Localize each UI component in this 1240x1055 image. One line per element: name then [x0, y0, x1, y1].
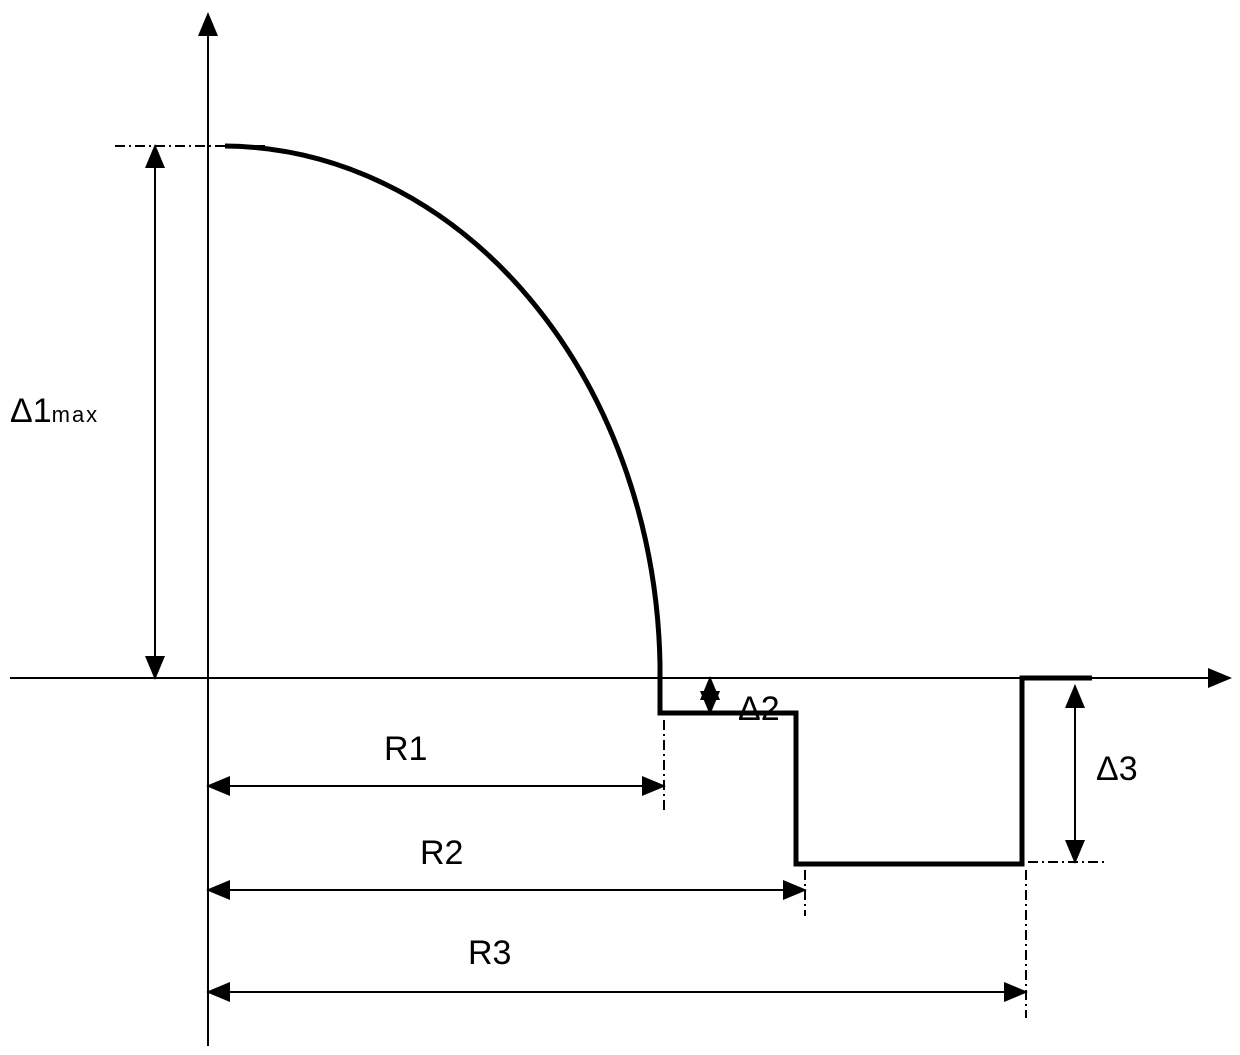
profile-curve — [225, 146, 1092, 864]
delta1max-sub: max — [52, 402, 100, 427]
r3-label: R3 — [468, 934, 511, 973]
delta3-label: Δ3 — [1096, 750, 1138, 789]
delta1max-text: Δ1 — [10, 392, 52, 430]
delta1max-label: Δ1max — [10, 392, 99, 431]
r2-label: R2 — [420, 834, 463, 873]
diagram-svg — [0, 0, 1240, 1055]
r1-label: R1 — [384, 730, 427, 769]
delta2-label: Δ2 — [738, 690, 780, 729]
